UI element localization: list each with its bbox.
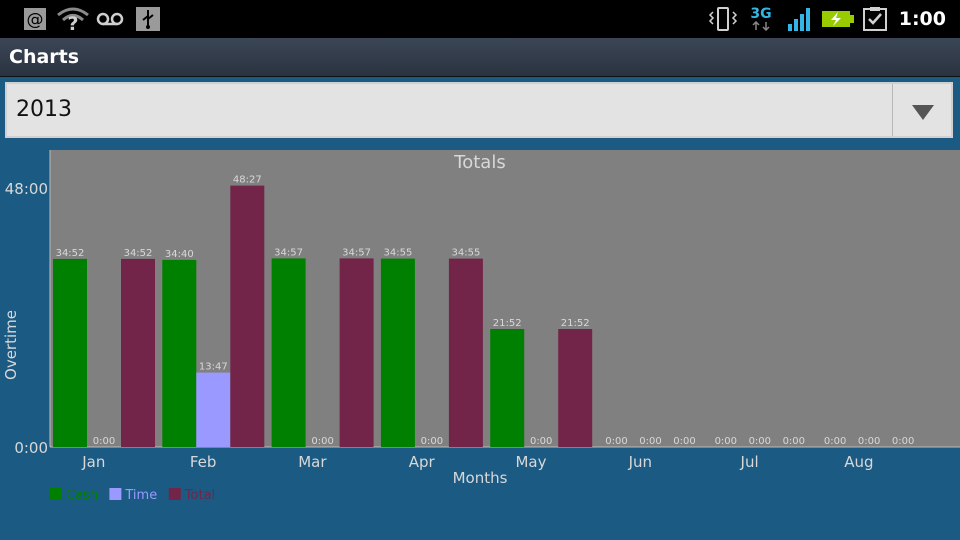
legend-label-time: Time — [124, 488, 157, 503]
x-tick-apr: Apr — [409, 453, 436, 471]
legend-label-total: Total — [184, 488, 215, 503]
value-label-total-jul: 0:00 — [783, 436, 805, 447]
y-axis-title: Overtime — [2, 310, 20, 380]
title-bar: Charts — [0, 38, 960, 77]
bar-cash-apr — [380, 258, 415, 447]
x-tick-mar: Mar — [298, 453, 327, 471]
signal-strength-icon — [786, 5, 812, 33]
task-check-icon — [862, 5, 888, 33]
value-label-time-jan: 0:00 — [93, 436, 115, 447]
legend-label-cash: Cash — [66, 488, 98, 503]
status-bar: @ ? 3G — [0, 0, 960, 38]
wifi-question-icon: ? — [56, 5, 90, 33]
x-tick-may: May — [515, 453, 546, 471]
legend-swatch-time — [109, 488, 122, 500]
value-label-total-mar: 34:57 — [342, 247, 371, 258]
value-label-cash-may: 21:52 — [493, 318, 522, 329]
bar-cash-feb — [162, 259, 197, 447]
value-label-total-aug: 0:00 — [892, 436, 914, 447]
x-tick-feb: Feb — [190, 453, 217, 471]
value-label-cash-feb: 34:40 — [165, 249, 194, 260]
value-label-cash-jul: 0:00 — [715, 436, 737, 447]
bar-total-may — [558, 329, 593, 447]
page-title: Charts — [9, 46, 80, 68]
value-label-cash-jun: 0:00 — [605, 436, 627, 447]
value-label-cash-aug: 0:00 — [824, 436, 846, 447]
value-label-time-mar: 0:00 — [311, 436, 333, 447]
bar-total-feb — [230, 185, 265, 447]
svg-text:?: ? — [67, 13, 78, 32]
value-label-total-may: 21:52 — [561, 318, 590, 329]
y-tick-0: 0:00 — [14, 439, 48, 457]
x-tick-jun: Jun — [628, 453, 652, 471]
value-label-time-jul: 0:00 — [749, 436, 771, 447]
totals-chart: Totals Months Overtime 34:52 0:00 34:52 34:… — [2, 150, 960, 503]
value-label-time-jun: 0:00 — [639, 436, 661, 447]
at-sign-icon: @ — [22, 5, 48, 33]
voicemail-icon — [96, 5, 124, 33]
battery-charging-icon — [820, 5, 856, 33]
value-label-total-jan: 34:52 — [124, 248, 153, 259]
bar-total-mar — [339, 258, 374, 447]
value-label-total-feb: 48:27 — [233, 175, 262, 186]
3g-data-icon: 3G — [746, 5, 776, 33]
y-tick-1: 48:00 — [5, 180, 48, 198]
value-label-time-aug: 0:00 — [858, 436, 880, 447]
x-tick-jul: Jul — [740, 453, 759, 471]
value-label-cash-mar: 34:57 — [274, 247, 303, 258]
value-label-time-feb: 13:47 — [199, 362, 228, 373]
value-label-time-may: 0:00 — [530, 436, 552, 447]
chart-title: Totals — [453, 152, 505, 173]
bar-cash-jan — [53, 258, 87, 447]
legend-swatch-cash — [50, 488, 62, 500]
year-selected-value: 2013 — [16, 97, 72, 122]
bar-total-jan — [121, 258, 155, 447]
dropdown-arrow-icon[interactable] — [911, 102, 935, 126]
usb-icon — [136, 5, 160, 33]
value-label-cash-apr: 34:55 — [383, 248, 412, 259]
value-label-time-apr: 0:00 — [421, 436, 443, 447]
clock: 1:00 — [898, 8, 946, 30]
vibrate-icon — [708, 5, 738, 33]
x-tick-jan: Jan — [81, 453, 105, 471]
bar-time-feb — [196, 372, 231, 447]
spinner-divider — [892, 84, 893, 136]
bar-total-apr — [448, 258, 483, 447]
bar-cash-mar — [271, 258, 306, 447]
value-label-total-apr: 34:55 — [451, 248, 480, 259]
legend-swatch-total — [168, 488, 181, 500]
value-label-total-jun: 0:00 — [673, 436, 695, 447]
svg-text:@: @ — [27, 10, 44, 30]
x-tick-aug: Aug — [844, 453, 873, 471]
x-axis-title: Months — [453, 469, 508, 487]
year-spinner[interactable]: 2013 — [5, 82, 953, 138]
bar-cash-may — [490, 329, 525, 447]
value-label-cash-jan: 34:52 — [56, 248, 85, 259]
